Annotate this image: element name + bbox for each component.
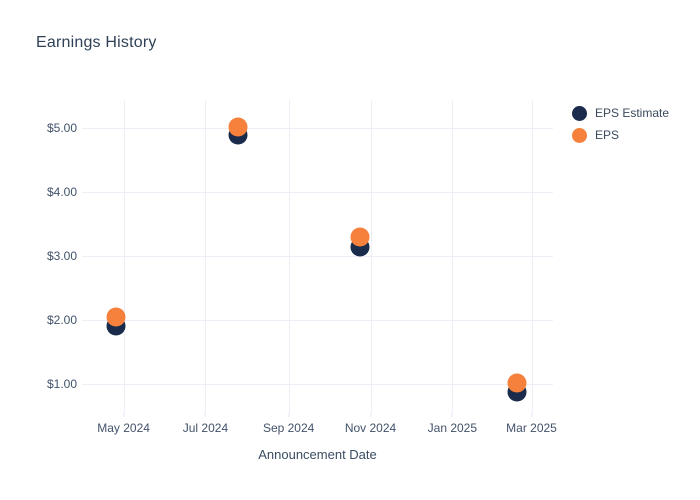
legend: EPS Estimate EPS (572, 103, 669, 145)
vertical-gridline (205, 100, 207, 412)
x-tick-label: Jul 2024 (182, 421, 229, 435)
y-tick-label: $5.00 (46, 121, 77, 136)
horizontal-gridline (82, 319, 553, 321)
x-tick-mark (288, 412, 290, 417)
marker-eps[interactable] (507, 373, 527, 393)
x-tick-mark (204, 412, 206, 417)
x-tick-label: Jan 2025 (427, 421, 478, 435)
chart-title: Earnings History (36, 34, 157, 51)
legend-label: EPS (595, 128, 620, 142)
marker-eps[interactable] (106, 307, 126, 327)
y-tick-label: $1.00 (46, 376, 77, 391)
marker-eps[interactable] (228, 117, 248, 137)
x-tick-mark (123, 412, 125, 417)
vertical-gridline (370, 100, 372, 412)
legend-item-eps[interactable]: EPS (572, 125, 669, 145)
y-tick-label: $4.00 (46, 185, 77, 200)
x-tick-label: Nov 2024 (344, 421, 397, 435)
y-axis-labels: $1.00 $2.00 $3.00 $4.00 $5.00 (0, 100, 77, 412)
legend-marker-icon (572, 127, 587, 143)
x-tick-mark (451, 412, 453, 417)
vertical-gridline (531, 100, 533, 412)
legend-label: EPS Estimate (595, 106, 670, 120)
y-tick-label: $2.00 (46, 312, 77, 327)
horizontal-gridline (82, 128, 553, 130)
x-tick-label: Sep 2024 (262, 421, 315, 435)
vertical-gridline (123, 100, 125, 412)
horizontal-gridline (82, 192, 553, 194)
x-axis: May 2024 Jul 2024 Sep 2024 Nov 2024 Jan 2025… (82, 412, 557, 448)
x-tick-label: Mar 2025 (506, 421, 557, 435)
x-tick-mark (370, 412, 371, 417)
horizontal-gridline (82, 256, 553, 257)
legend-item-eps-estimate[interactable]: EPS Estimate (572, 103, 669, 123)
plot-area[interactable] (82, 100, 553, 412)
marker-eps[interactable] (350, 227, 370, 247)
horizontal-gridline (82, 383, 553, 385)
legend-marker-icon (572, 105, 587, 121)
vertical-gridline (452, 100, 454, 412)
vertical-gridline (288, 100, 290, 412)
x-tick-mark (531, 412, 533, 417)
y-tick-label: $3.00 (46, 249, 77, 263)
x-tick-label: May 2024 (97, 421, 150, 435)
x-axis-title: Announcement Date (258, 447, 377, 462)
